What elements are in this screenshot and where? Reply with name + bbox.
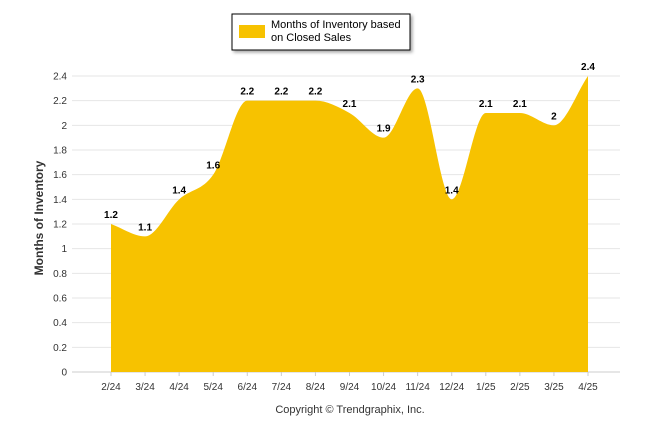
data-label: 1.1 (138, 222, 152, 233)
y-tick-label: 1 (61, 244, 67, 255)
data-label: 1.2 (104, 210, 118, 221)
y-tick-label: 0.6 (53, 294, 67, 305)
y-axis-title: Months of Inventory (32, 160, 46, 275)
x-tick-label: 11/24 (405, 382, 430, 393)
x-tick-label: 4/25 (578, 382, 598, 393)
y-tick-label: 0.2 (53, 343, 67, 354)
y-tick-label: 2 (61, 121, 67, 132)
data-label: 2.1 (513, 99, 527, 110)
x-tick-label: 8/24 (306, 382, 326, 393)
plot-area (111, 76, 588, 372)
x-tick-label: 12/24 (439, 382, 464, 393)
x-tick-label: 4/24 (169, 382, 189, 393)
data-label: 2.1 (479, 99, 493, 110)
x-tick-label: 3/25 (544, 382, 564, 393)
y-tick-label: 2.4 (53, 72, 67, 83)
y-tick-label: 1.2 (53, 220, 67, 231)
y-tick-label: 1.8 (53, 146, 67, 157)
x-tick-label: 2/25 (510, 382, 530, 393)
legend-swatch (239, 25, 265, 38)
data-label: 2.1 (343, 99, 357, 110)
x-tick-label: 1/25 (476, 382, 496, 393)
y-tick-label: 1.4 (53, 195, 67, 206)
x-tick-label: 6/24 (238, 382, 258, 393)
data-label: 2.2 (274, 87, 288, 98)
x-tick-label: 5/24 (203, 382, 223, 393)
x-tick-label: 10/24 (371, 382, 396, 393)
x-tick-label: 7/24 (272, 382, 292, 393)
y-axis-ticks: 0 0.2 0.4 0.6 0.8 1 1.2 1.4 1.6 1.8 2 2.2 2.4 (53, 72, 67, 379)
y-tick-label: 0.8 (53, 269, 67, 280)
legend-label-line-2: on Closed Sales (271, 32, 352, 44)
series-area (111, 76, 588, 372)
data-label: 1.9 (377, 124, 391, 135)
x-tick-label: 2/24 (101, 382, 121, 393)
y-tick-label: 0 (61, 368, 67, 379)
data-label: 2.3 (411, 74, 425, 85)
data-label: 1.6 (206, 161, 220, 172)
data-label: 2.2 (240, 87, 254, 98)
legend: Months of Inventory based on Closed Sale… (231, 13, 411, 51)
data-label: 2.4 (581, 62, 595, 73)
data-labels: 1.2 1.1 1.4 1.6 2.2 2.2 2.2 2.1 1.9 2.3 1.4 2.1 2.1 2… (104, 62, 595, 233)
x-tick-label: 3/24 (135, 382, 155, 393)
data-label: 2.2 (308, 87, 322, 98)
y-tick-label: 2.2 (53, 96, 67, 107)
copyright-footer: Copyright © Trendgraphix, Inc. (275, 404, 424, 416)
data-label: 1.4 (445, 185, 459, 196)
data-label: 1.4 (172, 185, 186, 196)
y-tick-label: 1.6 (53, 170, 67, 181)
x-tick-label: 9/24 (340, 382, 360, 393)
legend-label-line-1: Months of Inventory based (271, 19, 401, 31)
data-label: 2 (551, 111, 557, 122)
y-tick-label: 0.4 (53, 318, 67, 329)
x-axis-ticks: 2/24 3/24 4/24 5/24 6/24 7/24 8/24 9/24 10/24 11/… (101, 372, 598, 393)
